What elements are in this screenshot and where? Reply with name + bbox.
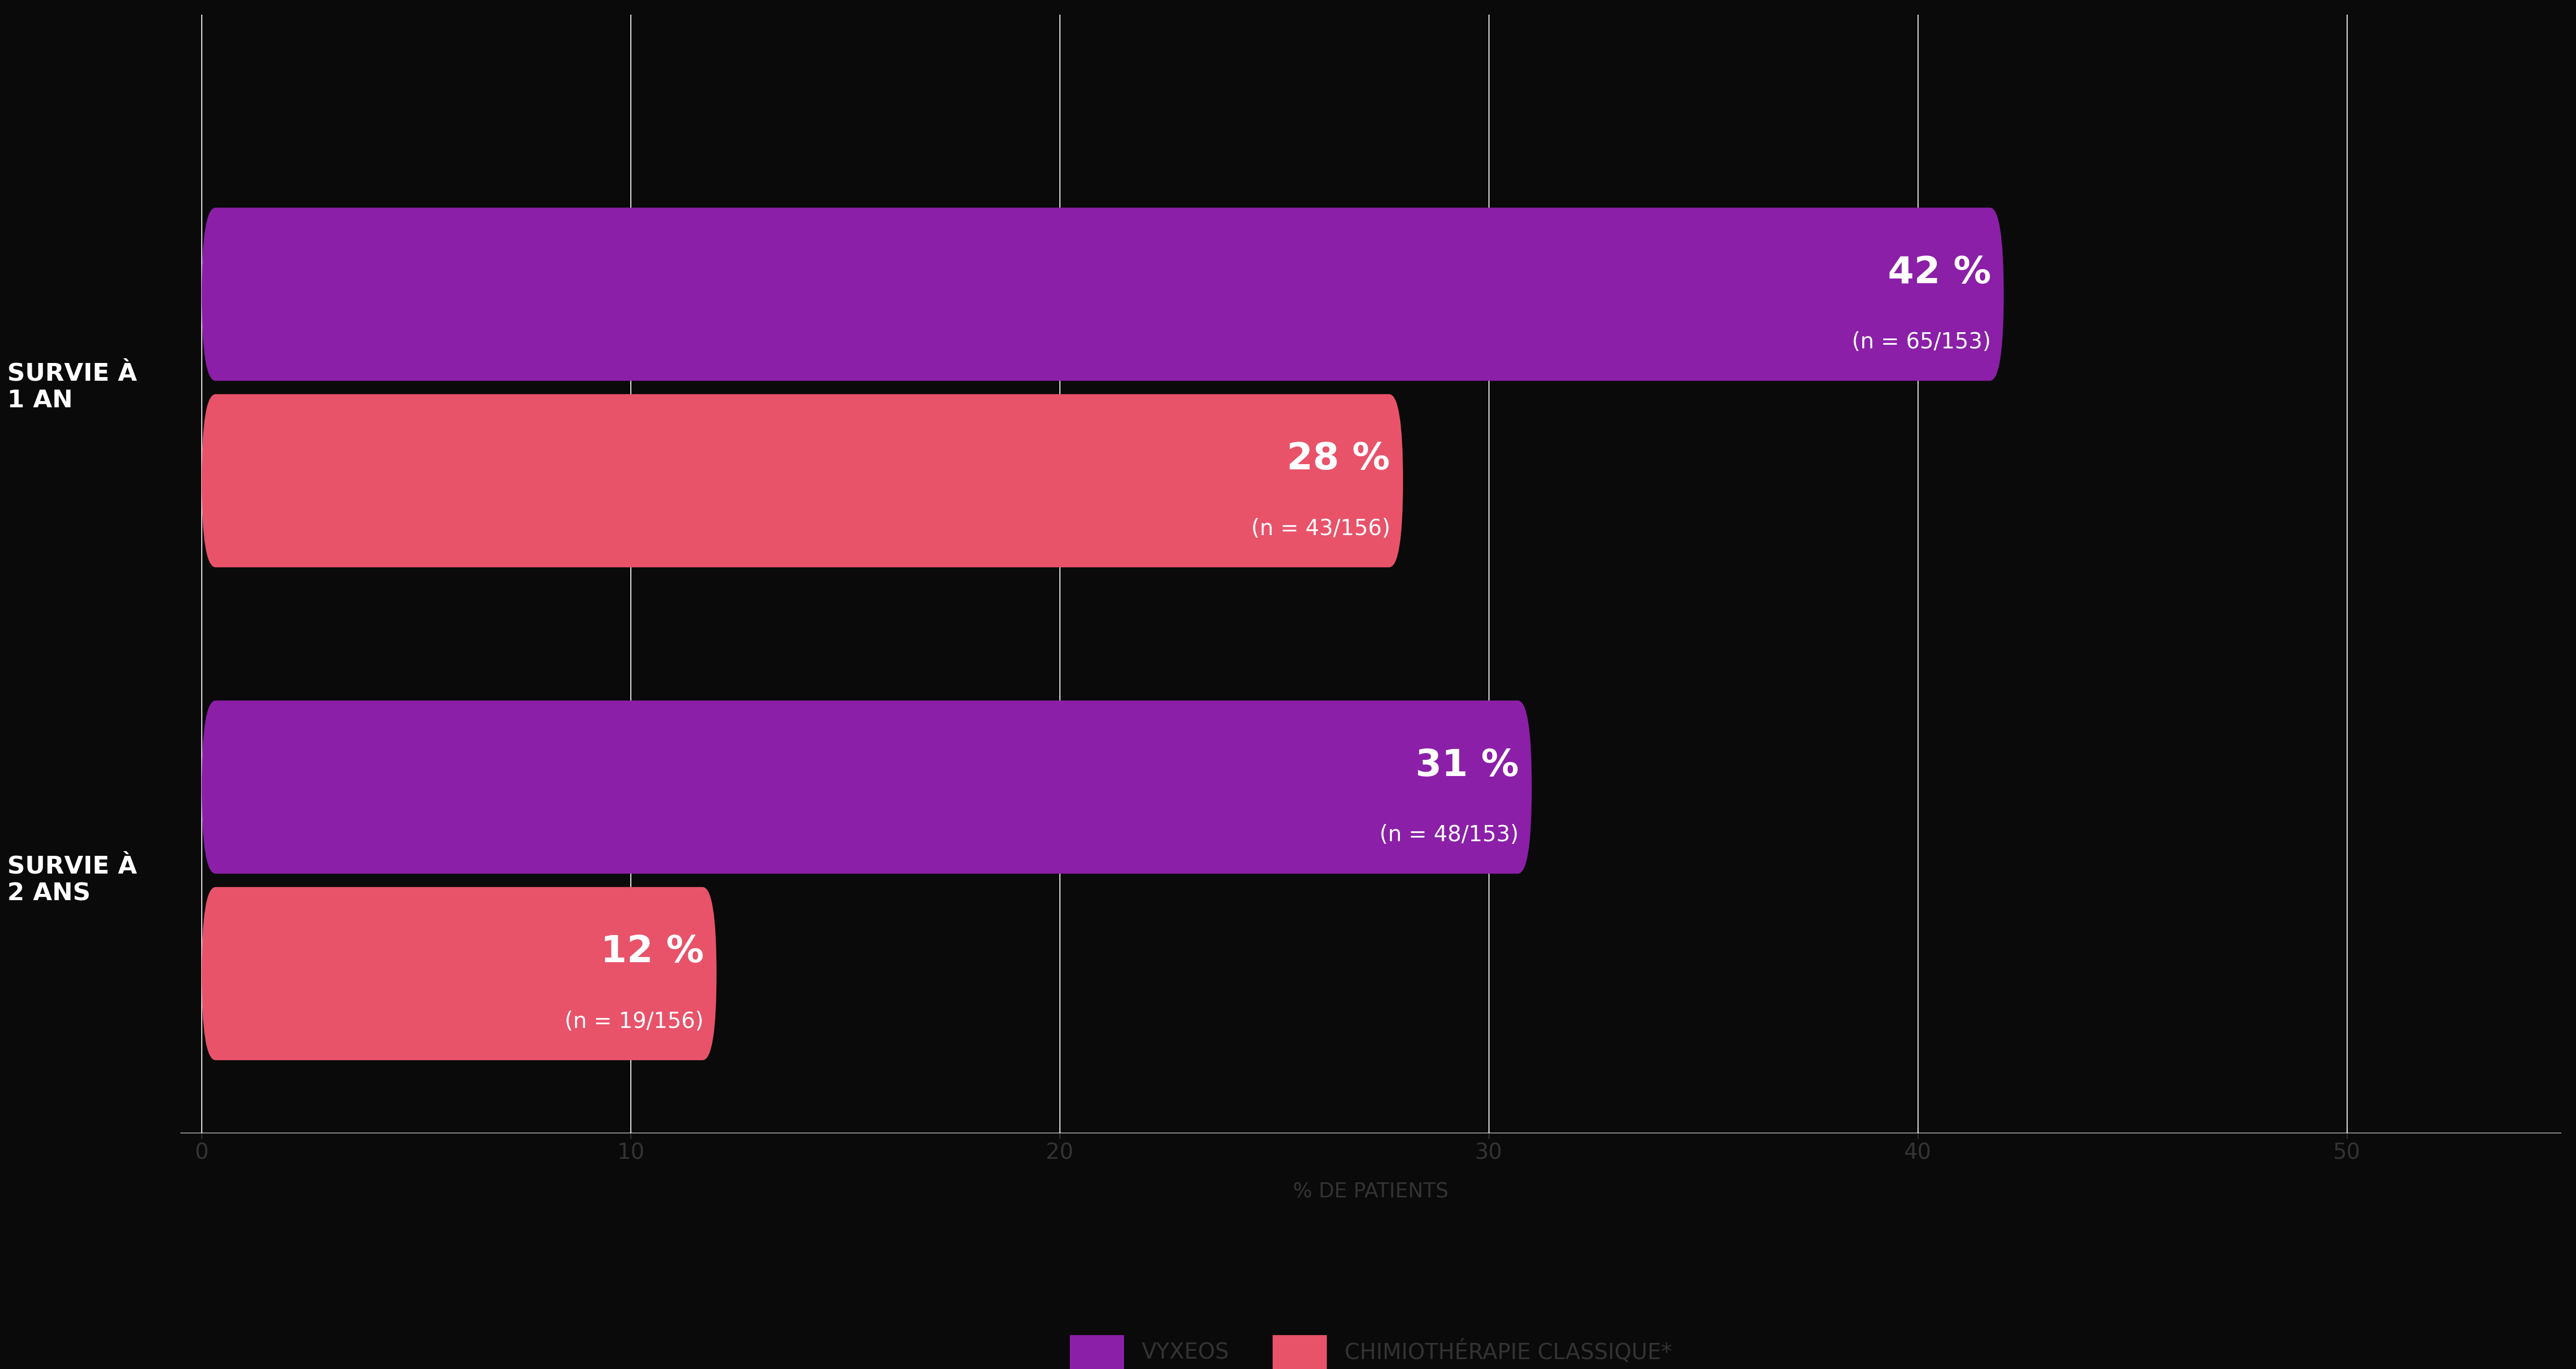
FancyBboxPatch shape xyxy=(201,887,716,1060)
Text: 12 %: 12 % xyxy=(600,934,703,971)
Text: (n = 19/156): (n = 19/156) xyxy=(564,1010,703,1032)
FancyBboxPatch shape xyxy=(201,701,1533,873)
Text: (n = 65/153): (n = 65/153) xyxy=(1852,331,1991,353)
Text: 42 %: 42 % xyxy=(1888,255,1991,290)
Legend: VYXEOS, CHIMIOTHÉRAPIE CLASSIQUE*: VYXEOS, CHIMIOTHÉRAPIE CLASSIQUE* xyxy=(1069,1335,1672,1369)
Text: (n = 43/156): (n = 43/156) xyxy=(1252,517,1391,539)
Text: SURVIE À
2 ANS: SURVIE À 2 ANS xyxy=(8,856,137,906)
Text: SURVIE À
1 AN: SURVIE À 1 AN xyxy=(8,363,137,413)
Text: (n = 48/153): (n = 48/153) xyxy=(1381,824,1520,846)
X-axis label: % DE PATIENTS: % DE PATIENTS xyxy=(1293,1181,1448,1202)
Text: 28 %: 28 % xyxy=(1288,441,1391,478)
FancyBboxPatch shape xyxy=(201,208,2004,381)
Text: 31 %: 31 % xyxy=(1417,747,1520,784)
FancyBboxPatch shape xyxy=(201,394,1404,567)
